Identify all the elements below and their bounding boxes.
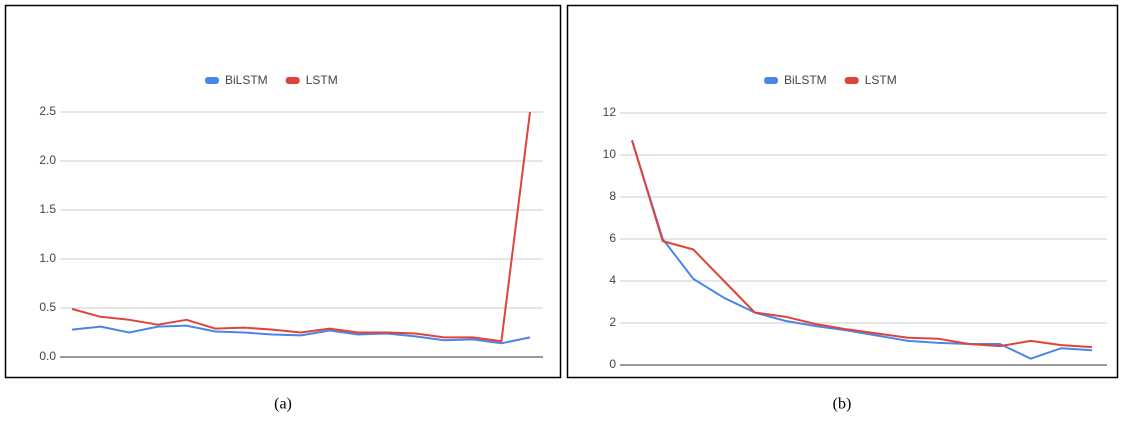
y-tick-label: 12 xyxy=(603,105,617,119)
legend-swatch xyxy=(764,77,778,84)
y-tick-label: 8 xyxy=(609,189,616,203)
caption: (a) xyxy=(274,396,292,413)
legend-label: LSTM xyxy=(865,73,897,87)
panel-frame xyxy=(4,4,562,379)
series-line xyxy=(71,111,531,343)
series-line xyxy=(71,324,531,345)
series-line xyxy=(631,140,1093,349)
y-tick-label: 1.5 xyxy=(39,202,56,216)
y-tick-label: 0.5 xyxy=(39,300,56,314)
y-tick-label: 1.0 xyxy=(39,251,56,265)
y-tick-label: 10 xyxy=(603,147,617,161)
series-line xyxy=(631,140,1093,360)
legend-label: LSTM xyxy=(306,73,338,87)
y-tick-label: 6 xyxy=(609,231,616,245)
legend-label: BiLSTM xyxy=(784,73,827,87)
y-tick-label: 0 xyxy=(609,357,616,371)
y-tick-label: 2.5 xyxy=(39,104,56,118)
panel-frame xyxy=(566,4,1119,379)
y-tick-label: 2.0 xyxy=(39,153,56,167)
legend-swatch xyxy=(285,77,300,84)
legend-label: BiLSTM xyxy=(225,73,268,87)
legend-swatch xyxy=(844,77,859,84)
legend-swatch xyxy=(205,77,219,84)
caption: (b) xyxy=(833,396,852,413)
y-tick-label: 2 xyxy=(609,315,616,329)
y-tick-label: 4 xyxy=(609,273,616,287)
y-tick-label: 0.0 xyxy=(39,349,56,363)
